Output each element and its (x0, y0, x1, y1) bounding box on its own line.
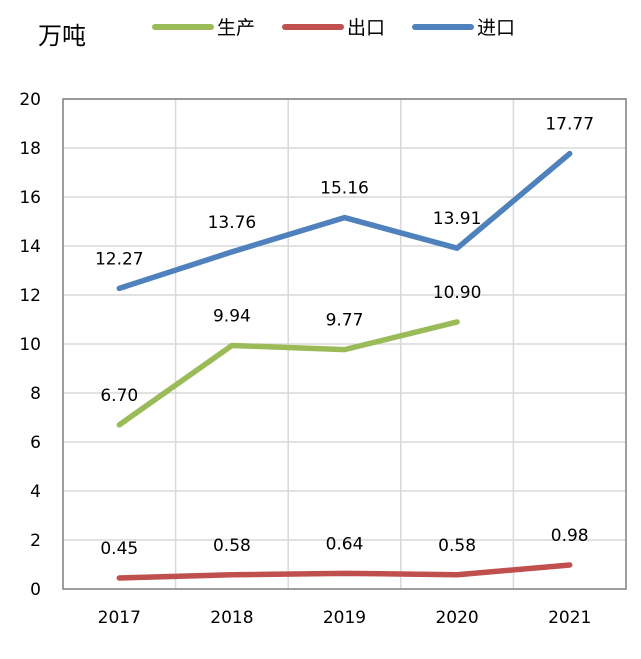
y-tick-label: 14 (19, 237, 41, 257)
data-label: 10.90 (433, 283, 482, 303)
data-label: 12.27 (95, 249, 144, 269)
y-tick-label: 0 (30, 580, 41, 600)
data-label: 0.45 (100, 539, 138, 559)
x-tick-label: 2020 (435, 608, 478, 628)
y-tick-label: 8 (30, 384, 41, 404)
data-label: 0.58 (438, 536, 476, 556)
legend-label: 出口 (347, 17, 385, 39)
legend: 生产 出口 进口 (152, 17, 515, 39)
grid (63, 98, 626, 589)
data-label: 0.64 (326, 534, 364, 554)
series-line-生产 (116, 319, 460, 428)
y-tick-label: 2 (30, 531, 41, 551)
x-tick-label: 2021 (548, 608, 591, 628)
data-label: 6.70 (100, 386, 138, 406)
legend-label: 生产 (217, 17, 255, 39)
x-tick-label: 2019 (323, 608, 366, 628)
y-tick-label: 6 (30, 433, 41, 453)
series-lines (116, 150, 573, 581)
y-tick-label: 18 (19, 139, 41, 159)
data-label: 0.98 (551, 526, 589, 546)
data-label: 9.77 (326, 311, 364, 331)
plot-area-border (62, 98, 627, 590)
data-label: 0.58 (213, 536, 251, 556)
data-label: 15.16 (320, 179, 369, 199)
data-label: 9.94 (213, 306, 251, 326)
series-line-进口 (116, 150, 573, 292)
series-line-出口 (116, 562, 573, 581)
axes: 0 2 4 6 8 10 12 14 16 18 20 2017 2018 2019 2020 2021 (19, 90, 627, 628)
y-tick-label: 20 (19, 90, 41, 110)
x-tick-label: 2017 (98, 608, 141, 628)
y-tick-label: 4 (30, 482, 41, 502)
y-tick-label: 12 (19, 286, 41, 306)
data-labels: 6.70 9.94 9.77 10.90 0.45 0.58 0.64 0.58 0.98 12.… (95, 115, 594, 559)
legend-label: 进口 (477, 17, 515, 39)
data-label: 13.91 (433, 209, 482, 229)
x-tick-label: 2018 (210, 608, 253, 628)
y-tick-label: 10 (19, 335, 41, 355)
y-tick-label: 16 (19, 188, 41, 208)
y-axis-unit-label: 万吨 (38, 22, 86, 50)
data-label: 17.77 (545, 115, 594, 135)
data-label: 13.76 (208, 213, 257, 233)
